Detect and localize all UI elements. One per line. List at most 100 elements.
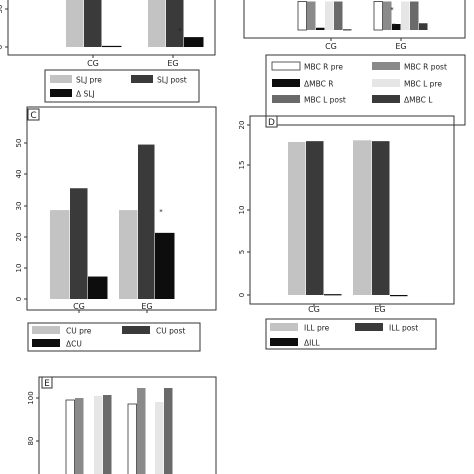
category-label: CG xyxy=(87,59,99,68)
bar xyxy=(419,23,428,30)
legend-label: MBC L post xyxy=(304,96,346,105)
legend-swatch xyxy=(32,339,60,347)
bar xyxy=(164,388,173,474)
legend-label: ILL post xyxy=(389,324,418,333)
bar xyxy=(353,140,372,295)
y-tick-label: 10 xyxy=(15,264,23,273)
legend-swatch xyxy=(372,95,400,103)
legend-swatch xyxy=(50,89,72,97)
legend-swatch xyxy=(372,62,400,70)
chart-panel: 0 50 CG EG * SLJ pre SLJ post Δ SLJ xyxy=(0,0,216,103)
bar xyxy=(166,0,184,47)
y-tick-label: 10 xyxy=(238,206,246,215)
bar xyxy=(103,395,112,474)
significance-marker: * xyxy=(178,27,182,35)
y-tick-label: 5 xyxy=(238,250,246,254)
panel-label-box xyxy=(27,108,40,121)
category-label: EG xyxy=(141,302,152,311)
chart-panel: CG EG * * MBC R pre MBC R post ΔMBC R MBC L pre… xyxy=(243,0,466,126)
significance-marker: * xyxy=(390,6,394,14)
legend-label: ILL pre xyxy=(304,324,330,333)
chart-panel: E6080100 xyxy=(27,376,217,474)
y-tick-label: 50 xyxy=(15,139,23,148)
bar xyxy=(343,29,352,31)
bar xyxy=(137,388,146,474)
category-label: EG xyxy=(395,42,406,51)
y-tick-label: 50 xyxy=(0,5,4,14)
bar xyxy=(84,0,102,47)
panel-label-box xyxy=(41,376,53,389)
legend-label: CU post xyxy=(156,327,185,336)
bar xyxy=(65,399,75,474)
legend-swatch xyxy=(272,95,300,103)
legend-swatch xyxy=(272,79,300,87)
bar xyxy=(316,27,325,30)
bar xyxy=(148,0,166,47)
legend-swatch xyxy=(355,323,383,331)
y-tick-label: 20 xyxy=(15,233,23,242)
bar xyxy=(288,142,306,295)
legend: ILL pre ILL post ΔILL xyxy=(265,318,437,350)
plot-frame xyxy=(7,0,216,56)
legend-label: MBC R post xyxy=(404,63,447,72)
legend-swatch xyxy=(271,61,301,71)
legend: SLJ pre SLJ post Δ SLJ xyxy=(44,69,200,103)
chart-panel: D 0 5 10 15 20 CG EG ILL pre ILL post ΔILL xyxy=(238,115,455,350)
category-label: EG xyxy=(374,305,385,314)
bar xyxy=(392,24,401,30)
legend-swatch xyxy=(32,326,60,334)
legend-label: SLJ pre xyxy=(76,76,102,85)
category-label: CG xyxy=(325,42,337,51)
legend-swatch xyxy=(270,323,298,331)
panel-label-box xyxy=(265,115,278,128)
bar xyxy=(155,402,164,474)
panel-label: D xyxy=(268,118,275,128)
bar xyxy=(334,1,343,30)
bar xyxy=(325,1,334,30)
legend-label: CU pre xyxy=(66,327,92,336)
bar xyxy=(66,0,84,47)
legend-label: MBC L pre xyxy=(404,80,442,89)
y-tick-label: 80 xyxy=(27,437,35,446)
bar xyxy=(138,144,155,299)
panel-label: C xyxy=(30,111,36,121)
legend-label: SLJ post xyxy=(157,76,187,85)
bar xyxy=(155,232,175,299)
bar xyxy=(383,1,392,30)
legend-label: MBC R pre xyxy=(304,63,343,72)
y-tick-label: 0 xyxy=(15,297,23,301)
legend-swatch xyxy=(270,338,298,346)
bar xyxy=(50,210,70,299)
bar xyxy=(70,188,88,299)
category-label: CG xyxy=(308,305,320,314)
plot-frame xyxy=(38,376,217,474)
legend-label: ΔCU xyxy=(66,340,82,349)
bar xyxy=(401,1,410,30)
y-tick-label: 30 xyxy=(15,202,23,211)
bar xyxy=(94,396,103,474)
legend: CU pre CU post ΔCU xyxy=(27,322,201,352)
category-label: CG xyxy=(73,302,85,311)
bar xyxy=(75,398,84,474)
bar xyxy=(390,295,408,297)
bar xyxy=(127,403,137,474)
plot-frame xyxy=(249,115,455,305)
significance-marker: * xyxy=(392,22,396,30)
y-tick-label: 0 xyxy=(238,293,246,297)
legend-swatch xyxy=(372,79,400,87)
bar xyxy=(306,141,324,295)
y-tick-label: 15 xyxy=(238,161,246,170)
bar xyxy=(184,37,204,47)
significance-marker: * xyxy=(159,208,163,216)
legend-label: ΔILL xyxy=(304,339,321,348)
y-tick-label: 100 xyxy=(27,391,35,404)
legend-swatch xyxy=(131,75,153,83)
plot-frame xyxy=(26,106,217,311)
bar xyxy=(372,141,390,295)
bar xyxy=(307,1,316,30)
y-tick-label: 40 xyxy=(15,170,23,179)
bar xyxy=(373,1,383,31)
legend-label: Δ SLJ xyxy=(76,90,95,99)
panel-label: E xyxy=(44,379,50,389)
